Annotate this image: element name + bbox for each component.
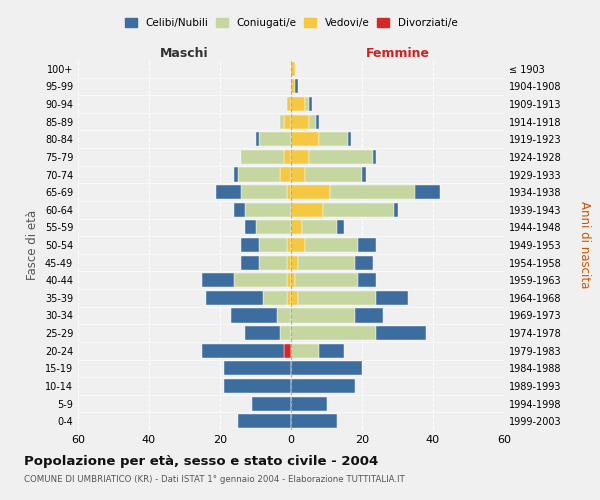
Bar	[241, 238, 259, 252]
Bar	[256, 220, 291, 234]
Bar	[291, 344, 319, 358]
Bar	[245, 202, 291, 217]
Bar	[305, 97, 309, 111]
Bar	[355, 308, 383, 322]
Bar	[224, 362, 291, 376]
Bar	[291, 132, 319, 146]
Bar	[291, 168, 305, 181]
Bar	[284, 114, 291, 128]
Bar	[348, 132, 352, 146]
Bar	[394, 202, 398, 217]
Bar	[291, 256, 298, 270]
Bar	[291, 362, 362, 376]
Bar	[305, 168, 362, 181]
Bar	[291, 114, 309, 128]
Bar	[358, 273, 376, 287]
Bar	[376, 291, 408, 305]
Bar	[316, 114, 319, 128]
Bar	[256, 132, 259, 146]
Y-axis label: Anni di nascita: Anni di nascita	[578, 202, 591, 288]
Bar	[284, 150, 291, 164]
Y-axis label: Fasce di età: Fasce di età	[26, 210, 39, 280]
Bar	[291, 326, 376, 340]
Text: COMUNE DI UMBRIATICO (KR) - Dati ISTAT 1° gennaio 2004 - Elaborazione TUTTITALIA: COMUNE DI UMBRIATICO (KR) - Dati ISTAT 1…	[24, 475, 405, 484]
Bar	[259, 132, 291, 146]
Bar	[319, 132, 348, 146]
Bar	[295, 273, 358, 287]
Bar	[291, 291, 298, 305]
Bar	[259, 256, 287, 270]
Bar	[337, 220, 344, 234]
Bar	[280, 114, 284, 128]
Bar	[323, 202, 394, 217]
Bar	[252, 396, 291, 410]
Text: Maschi: Maschi	[160, 47, 209, 60]
Bar	[309, 150, 373, 164]
Bar	[291, 308, 355, 322]
Bar	[291, 396, 326, 410]
Bar	[202, 344, 284, 358]
Bar	[234, 273, 287, 287]
Bar	[287, 273, 291, 287]
Bar	[302, 220, 337, 234]
Bar	[291, 379, 355, 393]
Bar	[319, 344, 344, 358]
Bar	[355, 256, 373, 270]
Bar	[287, 97, 291, 111]
Text: Femmine: Femmine	[365, 47, 430, 60]
Bar	[291, 238, 305, 252]
Bar	[277, 308, 291, 322]
Bar	[291, 97, 305, 111]
Bar	[287, 291, 291, 305]
Bar	[291, 202, 323, 217]
Bar	[217, 185, 241, 199]
Bar	[202, 273, 234, 287]
Bar	[259, 238, 287, 252]
Bar	[295, 80, 298, 94]
Bar	[280, 326, 291, 340]
Bar	[287, 256, 291, 270]
Bar	[291, 150, 309, 164]
Bar	[287, 238, 291, 252]
Bar	[305, 238, 358, 252]
Bar	[234, 168, 238, 181]
Bar	[241, 185, 287, 199]
Bar	[298, 256, 355, 270]
Bar	[245, 220, 256, 234]
Bar	[358, 238, 376, 252]
Legend: Celibi/Nubili, Coniugati/e, Vedovi/e, Divorziati/e: Celibi/Nubili, Coniugati/e, Vedovi/e, Di…	[121, 14, 461, 32]
Bar	[291, 62, 295, 76]
Bar	[280, 168, 291, 181]
Bar	[206, 291, 263, 305]
Bar	[376, 326, 426, 340]
Bar	[234, 202, 245, 217]
Bar	[284, 344, 291, 358]
Bar	[238, 168, 280, 181]
Bar	[330, 185, 415, 199]
Bar	[238, 414, 291, 428]
Bar	[291, 220, 302, 234]
Bar	[309, 114, 316, 128]
Bar	[362, 168, 365, 181]
Bar	[373, 150, 376, 164]
Bar	[263, 291, 287, 305]
Bar	[245, 326, 280, 340]
Bar	[291, 414, 337, 428]
Text: Popolazione per età, sesso e stato civile - 2004: Popolazione per età, sesso e stato civil…	[24, 455, 378, 468]
Bar	[291, 185, 330, 199]
Bar	[415, 185, 440, 199]
Bar	[287, 185, 291, 199]
Bar	[298, 291, 376, 305]
Bar	[291, 80, 295, 94]
Bar	[241, 150, 284, 164]
Bar	[241, 256, 259, 270]
Bar	[309, 97, 313, 111]
Bar	[224, 379, 291, 393]
Bar	[230, 308, 277, 322]
Bar	[291, 273, 295, 287]
